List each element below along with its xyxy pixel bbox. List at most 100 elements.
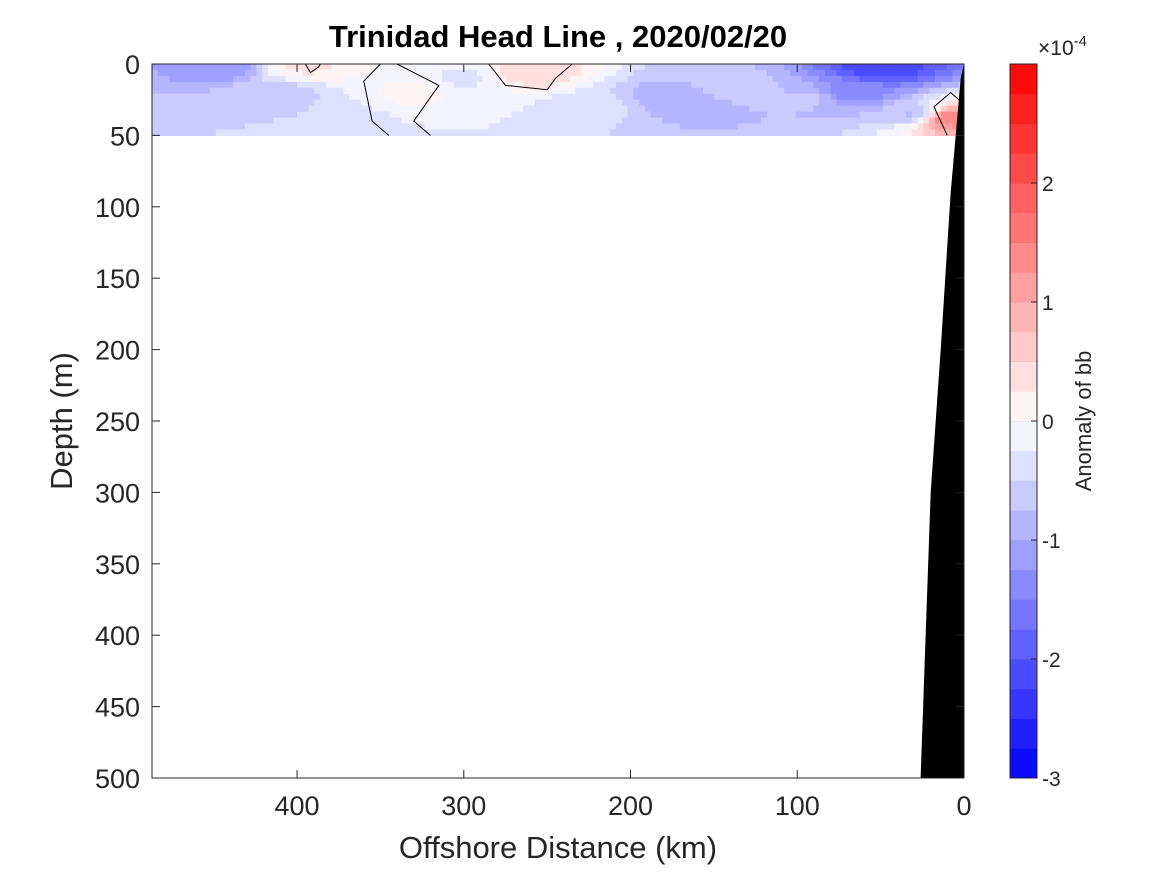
field-cell (233, 75, 240, 83)
field-cell (262, 111, 269, 119)
field-cell (917, 105, 924, 113)
field-cell (204, 81, 211, 89)
field-cell (459, 69, 466, 77)
field-cell (772, 129, 779, 136)
field-cell (807, 87, 814, 95)
field-cell (279, 129, 286, 136)
field-cell (163, 99, 170, 107)
field-cell (401, 93, 408, 101)
field-cell (401, 75, 408, 83)
field-cell (372, 93, 379, 101)
field-cell (430, 64, 437, 71)
field-cell (801, 75, 808, 83)
field-cell (645, 105, 652, 113)
field-cell (668, 69, 675, 77)
field-cell (372, 75, 379, 83)
field-cell (395, 69, 402, 77)
field-cell (923, 129, 930, 136)
field-cell (703, 129, 710, 136)
field-cell (761, 93, 768, 101)
field-cell (343, 99, 350, 107)
x-tick-label: 300 (441, 791, 486, 821)
colorbar-cell (1010, 242, 1037, 273)
field-cell (239, 64, 246, 71)
field-cell (859, 64, 866, 71)
field-cell (766, 105, 774, 113)
field-cell (836, 105, 843, 113)
field-cell (929, 64, 936, 71)
field-cell (186, 64, 194, 71)
field-cell (505, 123, 513, 131)
field-cell (459, 87, 466, 95)
field-cell (650, 81, 658, 89)
field-cell (917, 123, 924, 131)
colorbar-label: Anomaly of bb (1071, 351, 1096, 492)
field-cell (546, 64, 553, 71)
field-cell (331, 111, 339, 119)
field-cell (314, 81, 321, 89)
field-cell (221, 99, 228, 107)
field-cell (720, 93, 727, 101)
field-cell (761, 87, 768, 95)
field-cell (482, 75, 489, 83)
colorbar-cells (1010, 63, 1037, 779)
field-cell (569, 117, 576, 125)
field-cell (743, 117, 750, 125)
field-cell (534, 75, 542, 83)
field-cell (163, 64, 170, 71)
field-cell (906, 129, 913, 136)
field-cell (819, 81, 826, 89)
field-cell (488, 123, 495, 131)
field-cell (813, 69, 820, 77)
field-cell (279, 87, 286, 95)
field-cell (401, 64, 408, 71)
field-cell (923, 111, 930, 119)
y-tick-label: 100 (95, 193, 140, 223)
colorbar-tick-label: 1 (1042, 292, 1054, 315)
field-cell (239, 105, 246, 113)
field-cell (749, 69, 756, 77)
field-cell (952, 87, 959, 95)
field-cell (337, 93, 344, 101)
field-cell (749, 81, 756, 89)
field-cell (842, 117, 849, 125)
field-cell (453, 64, 460, 71)
field-cell (842, 64, 849, 71)
field-cell (790, 123, 797, 131)
field-cell (755, 87, 762, 95)
field-cell (424, 69, 431, 77)
field-cell (621, 111, 629, 119)
field-cell (349, 64, 356, 71)
field-cell (308, 129, 315, 136)
field-cell (650, 117, 658, 125)
field-cell (865, 99, 872, 107)
field-cell (627, 69, 634, 77)
field-cell (291, 111, 298, 119)
field-cell (285, 87, 292, 95)
field-cell (186, 105, 194, 113)
field-cell (824, 99, 832, 107)
field-cell (836, 81, 843, 89)
field-cell (917, 87, 924, 95)
field-cell (424, 75, 431, 83)
field-cell (453, 123, 460, 131)
field-cell (389, 69, 397, 77)
field-cell (940, 111, 948, 119)
field-cell (320, 75, 327, 83)
field-cell (279, 64, 286, 71)
field-cell (592, 87, 600, 95)
field-cell (471, 129, 478, 136)
field-cell (517, 64, 524, 71)
field-cell (215, 105, 223, 113)
field-cell (529, 75, 536, 83)
field-cell (882, 123, 890, 131)
field-cell (801, 93, 808, 101)
field-cell (262, 93, 269, 101)
field-cell (807, 99, 814, 107)
field-cell (743, 93, 750, 101)
field-cell (575, 123, 582, 131)
field-cell (442, 129, 449, 136)
field-cell (488, 93, 495, 101)
field-cell (343, 75, 350, 83)
field-cell (633, 75, 640, 83)
